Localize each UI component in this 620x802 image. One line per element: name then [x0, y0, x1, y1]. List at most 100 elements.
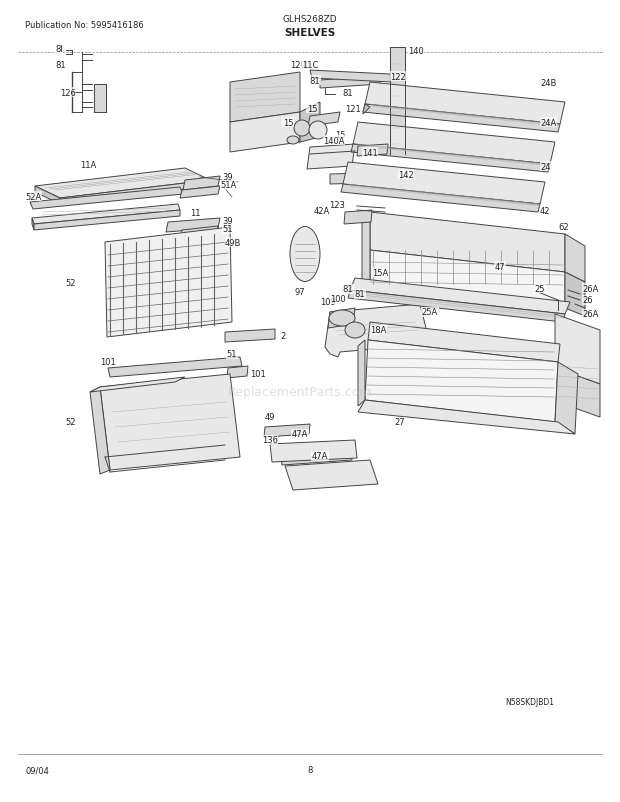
- Text: 141: 141: [362, 148, 378, 157]
- Text: 122: 122: [390, 72, 405, 81]
- Text: 52: 52: [65, 418, 76, 427]
- Text: 24B: 24B: [540, 79, 556, 87]
- Polygon shape: [307, 145, 355, 170]
- Text: N58SKDJBD1: N58SKDJBD1: [505, 698, 554, 707]
- Polygon shape: [90, 378, 185, 392]
- Text: ReplacementParts.com: ReplacementParts.com: [228, 386, 372, 399]
- Polygon shape: [357, 145, 388, 157]
- Text: 109: 109: [320, 298, 336, 307]
- Polygon shape: [310, 71, 392, 83]
- Polygon shape: [370, 213, 565, 273]
- Text: 52A: 52A: [25, 192, 42, 201]
- Text: 15A: 15A: [372, 268, 388, 277]
- Polygon shape: [358, 341, 365, 407]
- Polygon shape: [285, 460, 378, 490]
- Polygon shape: [555, 369, 600, 418]
- Text: 24A: 24A: [540, 119, 556, 128]
- Polygon shape: [325, 305, 430, 358]
- Polygon shape: [555, 314, 600, 384]
- Text: 24: 24: [540, 162, 551, 172]
- Polygon shape: [341, 184, 540, 213]
- Polygon shape: [30, 188, 183, 210]
- Polygon shape: [362, 213, 370, 293]
- Polygon shape: [330, 172, 395, 184]
- Polygon shape: [300, 103, 320, 143]
- Text: 140A: 140A: [324, 136, 345, 145]
- Text: 101: 101: [100, 358, 116, 367]
- Polygon shape: [94, 85, 106, 113]
- Polygon shape: [365, 83, 565, 125]
- Ellipse shape: [290, 227, 320, 282]
- Text: 39: 39: [222, 217, 232, 225]
- Text: GLHS268ZD: GLHS268ZD: [283, 14, 337, 23]
- Text: 15: 15: [283, 119, 293, 128]
- Polygon shape: [348, 290, 565, 322]
- Polygon shape: [35, 187, 60, 205]
- Polygon shape: [353, 123, 555, 164]
- Text: 51A: 51A: [220, 181, 236, 190]
- Polygon shape: [344, 211, 372, 225]
- Text: 27: 27: [395, 418, 405, 427]
- Polygon shape: [34, 211, 180, 231]
- Polygon shape: [230, 73, 300, 123]
- Polygon shape: [363, 105, 560, 133]
- Text: 15: 15: [307, 104, 317, 113]
- Polygon shape: [565, 235, 585, 282]
- Polygon shape: [225, 330, 275, 342]
- Polygon shape: [320, 77, 380, 89]
- Text: 142: 142: [398, 170, 414, 180]
- Text: 2: 2: [280, 332, 285, 341]
- Text: 47: 47: [495, 262, 505, 271]
- Polygon shape: [328, 309, 355, 329]
- Text: 47A: 47A: [292, 430, 308, 439]
- Text: 52: 52: [65, 278, 76, 287]
- Polygon shape: [264, 424, 310, 437]
- Text: 39: 39: [222, 172, 232, 181]
- Text: 81: 81: [309, 76, 321, 85]
- Circle shape: [309, 122, 327, 140]
- Circle shape: [294, 121, 310, 137]
- Text: 140: 140: [408, 47, 423, 55]
- Text: 62: 62: [558, 223, 569, 233]
- Text: 81: 81: [355, 290, 365, 299]
- Text: SHELVES: SHELVES: [285, 28, 335, 38]
- Text: 11C: 11C: [302, 60, 318, 70]
- Text: 47A: 47A: [312, 452, 328, 461]
- Polygon shape: [180, 227, 218, 241]
- Polygon shape: [166, 219, 220, 233]
- Text: 49B: 49B: [225, 238, 241, 247]
- Text: Publication No: 5995416186: Publication No: 5995416186: [25, 21, 144, 30]
- Text: 26A: 26A: [582, 284, 598, 294]
- Polygon shape: [180, 187, 220, 199]
- Text: 15: 15: [335, 131, 345, 140]
- Ellipse shape: [287, 137, 299, 145]
- Text: 49: 49: [265, 413, 275, 422]
- Text: 26: 26: [582, 296, 593, 305]
- Text: 81: 81: [55, 62, 66, 71]
- Polygon shape: [90, 387, 110, 475]
- Text: 121: 121: [345, 104, 361, 113]
- Polygon shape: [227, 367, 248, 379]
- Polygon shape: [358, 400, 575, 435]
- Text: 81: 81: [343, 286, 353, 294]
- Polygon shape: [555, 363, 578, 435]
- Text: 100: 100: [330, 295, 346, 304]
- Polygon shape: [363, 105, 370, 115]
- Text: 8I: 8I: [55, 44, 63, 54]
- Polygon shape: [230, 113, 300, 153]
- Polygon shape: [183, 176, 220, 191]
- Polygon shape: [105, 228, 232, 338]
- Polygon shape: [350, 278, 570, 314]
- Polygon shape: [370, 251, 565, 309]
- Polygon shape: [280, 443, 352, 465]
- Polygon shape: [60, 180, 210, 205]
- Polygon shape: [351, 145, 550, 172]
- Polygon shape: [565, 273, 585, 317]
- Text: 51: 51: [227, 350, 237, 359]
- Polygon shape: [32, 219, 34, 231]
- Polygon shape: [100, 375, 240, 471]
- Text: 11A: 11A: [80, 160, 96, 169]
- Polygon shape: [308, 113, 340, 127]
- Text: 81: 81: [343, 88, 353, 97]
- Ellipse shape: [345, 322, 365, 338]
